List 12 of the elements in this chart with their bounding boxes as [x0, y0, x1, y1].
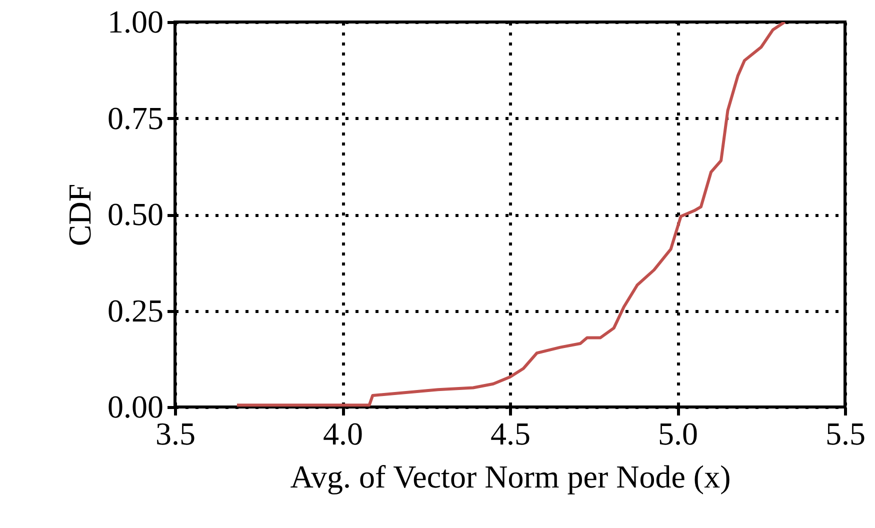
line-series	[235, 22, 786, 407]
y-tick-label: 1.00	[108, 4, 164, 40]
y-tick-label: 0.25	[108, 292, 164, 328]
x-axis-title: Avg. of Vector Norm per Node (x)	[290, 458, 731, 494]
y-tick-label: 0.00	[108, 388, 164, 424]
x-tick-label: 4.0	[323, 416, 363, 452]
y-tick-label: 0.50	[108, 196, 164, 232]
x-tick-label: 4.5	[490, 416, 530, 452]
y-axis-title: CDF	[62, 184, 98, 246]
x-tick-label: 5.0	[658, 416, 698, 452]
y-tick-label: 0.75	[108, 100, 164, 136]
x-tick-label: 5.5	[826, 416, 866, 452]
